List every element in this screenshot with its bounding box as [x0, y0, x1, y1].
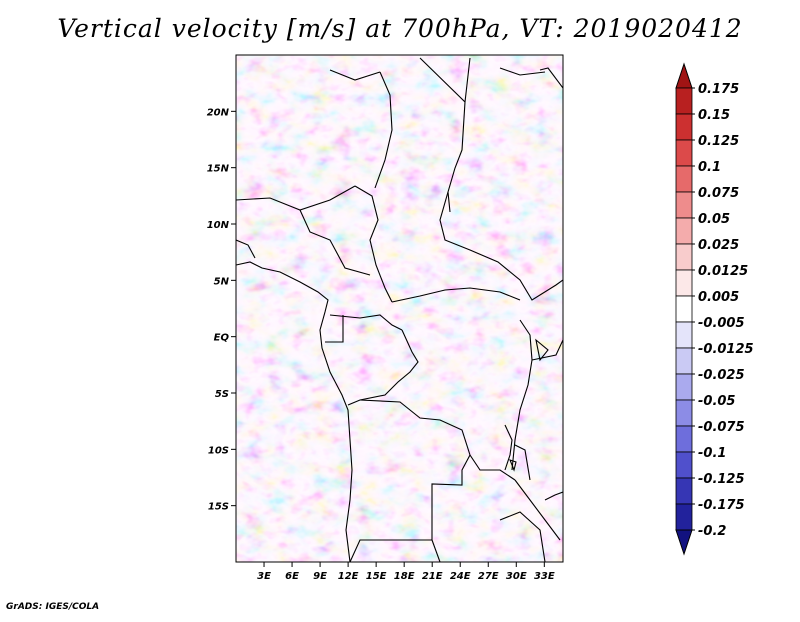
colorbar-swatch [675, 451, 693, 479]
colorbar-swatch [675, 269, 693, 297]
colorbar-label: -0.175 [698, 498, 745, 513]
lon-label: 3E [257, 571, 271, 582]
lat-label: 20N [207, 107, 230, 118]
colorbar-swatch [675, 113, 693, 141]
map-title: Vertical velocity [m/s] at 700hPa, VT: 2… [57, 14, 743, 43]
colorbar-label: 0.025 [698, 238, 739, 253]
colorbar-label: -0.05 [698, 394, 735, 409]
lat-label: 10S [208, 445, 229, 456]
colorbar-swatch [675, 295, 693, 323]
grads-credit: GrADS: IGES/COLA [6, 602, 100, 612]
lat-label: EQ [214, 333, 230, 344]
colorbar-label: -0.2 [698, 524, 726, 539]
lon-label: 6E [285, 571, 299, 582]
colorbar-swatch [675, 477, 693, 505]
colorbar-swatch [675, 165, 693, 193]
colorbar-swatch [675, 399, 693, 427]
colorbar-swatch [675, 503, 693, 531]
colorbar-label: -0.075 [698, 420, 745, 435]
latitude-axis: 20N 15N 10N 5N EQ 5S 10S 15S [207, 107, 236, 513]
lon-label: 9E [313, 571, 327, 582]
lat-label: 15S [208, 502, 229, 513]
lon-label: 21E [422, 571, 443, 582]
velocity-field [236, 55, 563, 562]
lon-label: 15E [366, 571, 387, 582]
lon-label: 30E [506, 571, 527, 582]
lat-label: 10N [207, 220, 230, 231]
colorbar-swatch [675, 321, 693, 349]
map-frame [235, 54, 564, 563]
longitude-axis: 3E 6E 9E 12E 15E 18E 21E 24E 27E 30E 33E [257, 562, 555, 582]
colorbar-swatch [675, 191, 693, 219]
colorbar-label: 0.0125 [698, 264, 748, 279]
colorbar-label: 0.15 [698, 108, 730, 123]
lon-label: 24E [450, 571, 471, 582]
colorbar-swatch [675, 139, 693, 167]
colorbar-label: 0.075 [698, 186, 739, 201]
colorbar-label: -0.025 [698, 368, 745, 383]
colorbar-swatch [675, 217, 693, 245]
country-borders [236, 57, 563, 562]
colorbar-swatch [675, 373, 693, 401]
colorbar: 0.175 0.15 0.125 0.1 0.075 0.05 0.025 0.0125 0.0… [675, 62, 754, 556]
colorbar-swatch [675, 529, 693, 556]
lon-label: 33E [534, 571, 555, 582]
colorbar-label: 0.05 [698, 212, 730, 227]
lon-label: 12E [338, 571, 359, 582]
colorbar-swatch [675, 347, 693, 375]
lat-label: 5N [214, 276, 230, 287]
colorbar-label: -0.1 [698, 446, 726, 461]
colorbar-swatch [675, 87, 693, 115]
colorbar-label: 0.125 [698, 134, 739, 149]
lat-label: 15N [207, 164, 230, 175]
colorbar-label: 0.1 [698, 160, 721, 175]
lon-label: 18E [394, 571, 415, 582]
colorbar-label: -0.005 [698, 316, 745, 331]
lon-label: 27E [478, 571, 499, 582]
lat-label: 5S [215, 389, 229, 400]
colorbar-label: -0.0125 [698, 342, 754, 357]
colorbar-swatch [675, 62, 693, 89]
colorbar-swatch [675, 425, 693, 453]
colorbar-label: 0.175 [698, 82, 739, 97]
colorbar-label: 0.005 [698, 290, 739, 305]
colorbar-label: -0.125 [698, 472, 745, 487]
colorbar-swatch [675, 243, 693, 271]
